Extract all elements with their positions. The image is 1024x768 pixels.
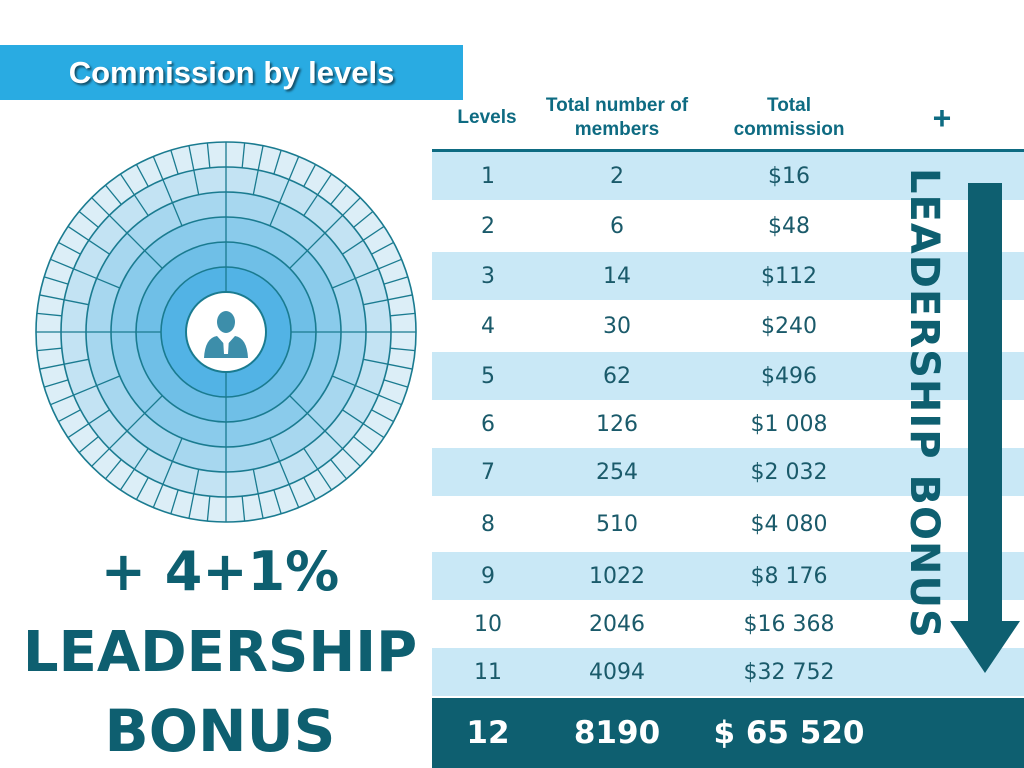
members-cell: 6	[610, 213, 624, 239]
commission-cell: $112	[761, 263, 817, 289]
commission-cell: $16	[768, 163, 810, 189]
commission-cell: $240	[761, 313, 817, 339]
commission-cell: $4 080	[750, 511, 828, 537]
table-row: 1 2 $16	[432, 152, 1024, 200]
level-cell: 7	[481, 459, 495, 485]
commission-cell: $1 008	[750, 411, 828, 437]
header-members: Total number of members	[545, 95, 689, 140]
commission-cell: $16 368	[743, 611, 835, 637]
members-cell: 2046	[589, 611, 645, 637]
total-members: 8190	[573, 715, 661, 751]
level-cell: 2	[481, 213, 495, 239]
table-row: 3 14 $112	[432, 252, 1024, 300]
header-commission: Total commission	[733, 95, 845, 140]
level-cell: 11	[474, 659, 502, 685]
members-cell: 1022	[589, 563, 645, 589]
commission-cell: $496	[761, 363, 817, 389]
level-cell: 9	[481, 563, 495, 589]
level-cell: 3	[481, 263, 495, 289]
total-row: 12 8190 $ 65 520	[432, 698, 1024, 768]
header-plus: +	[932, 100, 952, 136]
bonus-word-text: BONUS	[104, 697, 336, 765]
table-row: 10 2046 $16 368	[432, 600, 1024, 648]
commission-cell: $2 032	[750, 459, 828, 485]
table-row: 8 510 $4 080	[432, 496, 1024, 552]
total-commission: $ 65 520	[713, 715, 865, 751]
commission-cell: $8 176	[750, 563, 828, 589]
members-cell: 62	[603, 363, 631, 389]
level-cell: 5	[481, 363, 495, 389]
table-row: 11 4094 $32 752	[432, 648, 1024, 696]
header-levels: Levels	[457, 107, 517, 129]
businessman-icon	[204, 311, 248, 358]
table-row: 4 30 $240	[432, 300, 1024, 352]
members-cell: 2	[610, 163, 624, 189]
level-cell: 1	[481, 163, 495, 189]
level-cell: 4	[481, 313, 495, 339]
bonus-percent-text: + 4+1%	[100, 540, 340, 603]
members-cell: 510	[596, 511, 638, 537]
level-cell: 6	[481, 411, 495, 437]
table-row: 6 126 $1 008	[432, 400, 1024, 448]
level-cell: 8	[481, 511, 495, 537]
title-banner: Commission by levels	[0, 45, 463, 100]
members-cell: 30	[603, 313, 631, 339]
members-cell: 254	[596, 459, 638, 485]
header-divider	[432, 149, 1024, 152]
level-wheel-diagram	[35, 141, 417, 523]
table-row: 5 62 $496	[432, 352, 1024, 400]
leadership-bonus-vertical-label: LEADERSHIP BONUS	[901, 168, 947, 639]
table-row: 9 1022 $8 176	[432, 552, 1024, 600]
members-cell: 14	[603, 263, 631, 289]
commission-cell: $48	[768, 213, 810, 239]
commission-table: Levels Total number of members Total com…	[432, 86, 1024, 768]
members-cell: 126	[596, 411, 638, 437]
members-cell: 4094	[589, 659, 645, 685]
total-level: 12	[466, 715, 510, 751]
commission-cell: $32 752	[743, 659, 835, 685]
table-row: 2 6 $48	[432, 200, 1024, 252]
arrow-down-icon	[950, 183, 1020, 673]
bonus-leadership-text: LEADERSHIP	[22, 620, 418, 685]
page-title: Commission by levels	[68, 54, 395, 90]
level-cell: 10	[474, 611, 502, 637]
table-row: 7 254 $2 032	[432, 448, 1024, 496]
